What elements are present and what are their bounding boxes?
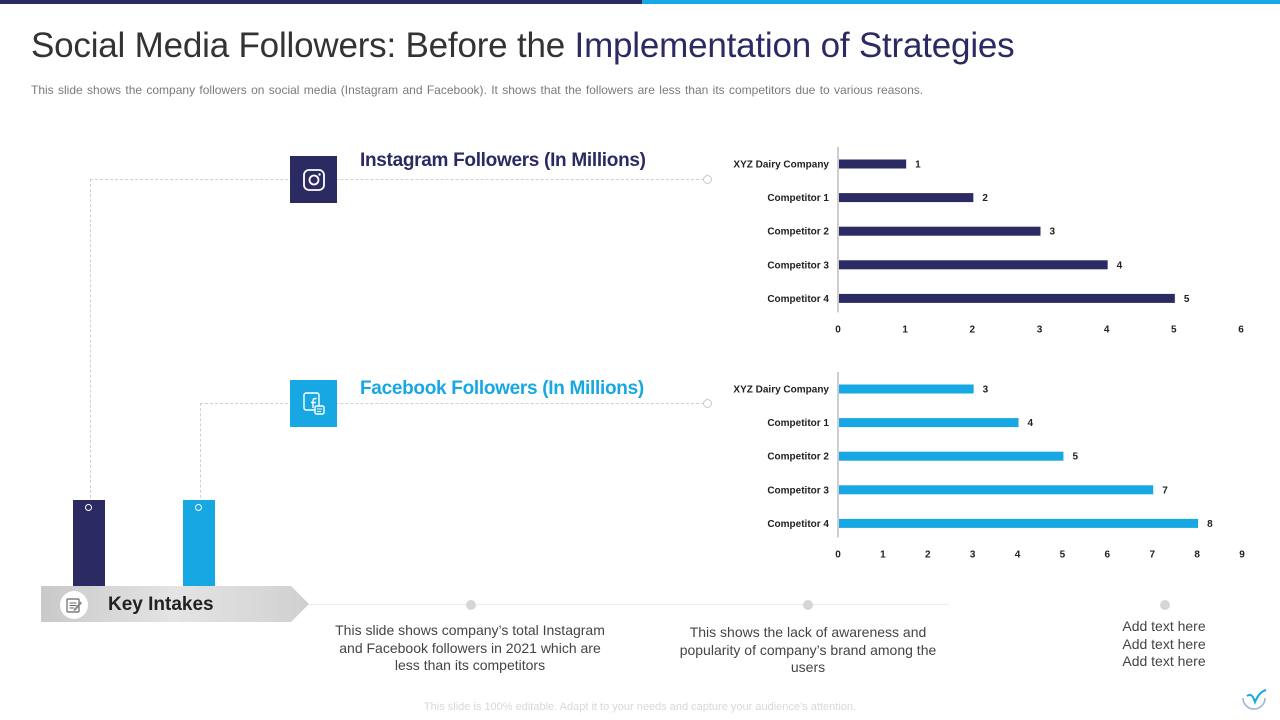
timeline-dot-3 (1160, 600, 1170, 610)
key-intakes-label: Key Intakes (108, 594, 214, 615)
category-label: Competitor 2 (767, 452, 829, 463)
brand-logo-icon (1242, 689, 1267, 710)
top-accent-bar-light (642, 0, 1280, 4)
tick-label: 6 (1238, 324, 1244, 335)
footer-note: This slide is 100% editable. Adapt it to… (423, 701, 857, 713)
facebook-icon (302, 391, 325, 415)
facebook-connector-end-dot (703, 399, 712, 408)
top-accent-bar-dark (0, 0, 642, 4)
instagram-icon (302, 168, 325, 191)
category-label: XYZ Dairy Company (733, 385, 829, 396)
data-label: 3 (1050, 227, 1056, 238)
bar (839, 293, 1175, 303)
category-label: XYZ Dairy Company (733, 160, 829, 171)
bar (839, 260, 1108, 270)
bar (839, 518, 1199, 528)
slide-subtitle: This slide shows the company followers o… (31, 83, 924, 97)
tick-label: 2 (925, 549, 931, 560)
bar (839, 226, 1041, 236)
category-label: Competitor 3 (767, 260, 829, 271)
tick-label: 7 (1149, 549, 1155, 560)
notepad-icon (66, 598, 82, 613)
tick-label: 5 (1171, 324, 1177, 335)
bar (839, 418, 1019, 428)
facebook-bar-chart: XYZ Dairy Company 3 Competitor 1 4 Competito… (733, 372, 1245, 560)
instagram-bar-chart: XYZ Dairy Company 1 Competitor 1 2 Competito… (733, 147, 1244, 335)
instagram-pillar (73, 500, 105, 586)
takeaway-text-3: Add text here Add text here Add text her… (1122, 618, 1206, 669)
slide-title: Social Media Followers: Before the Imple… (31, 26, 1015, 66)
bar (839, 485, 1154, 495)
tick-label: 3 (1037, 324, 1043, 335)
facebook-pillar (183, 500, 215, 586)
tick-label: 4 (1104, 324, 1110, 335)
facebook-connector-horizontal (200, 403, 704, 404)
instagram-connector-vertical (90, 179, 91, 503)
bar (839, 384, 974, 394)
bar (839, 193, 974, 203)
instagram-chart-title: Instagram Followers (In Millions) (360, 150, 646, 171)
instagram-icon-box (290, 156, 337, 203)
category-label: Competitor 2 (767, 227, 829, 238)
data-label: 5 (1072, 452, 1078, 463)
category-label: Competitor 1 (767, 193, 829, 204)
tick-label: 6 (1105, 549, 1111, 560)
facebook-pillar-dot (195, 504, 202, 511)
instagram-connector-end-dot (703, 175, 712, 184)
data-label: 4 (1117, 260, 1123, 271)
tick-label: 1 (880, 549, 886, 560)
bar (839, 159, 907, 169)
bar (839, 451, 1064, 461)
takeaway-text-2: This shows the lack of awareness and pop… (679, 624, 937, 675)
category-label: Competitor 4 (767, 294, 829, 305)
tick-label: 5 (1060, 549, 1066, 560)
timeline-dot-2 (803, 600, 813, 610)
tick-label: 9 (1239, 549, 1245, 560)
title-part-2: Implementation of Strategies (574, 26, 1015, 65)
facebook-icon-box (290, 380, 337, 427)
data-label: 1 (915, 160, 921, 171)
data-label: 7 (1162, 485, 1168, 496)
data-label: 4 (1028, 418, 1034, 429)
category-label: Competitor 4 (767, 519, 829, 530)
tick-label: 3 (970, 549, 976, 560)
tick-label: 2 (970, 324, 976, 335)
facebook-connector-vertical (200, 403, 201, 503)
data-label: 8 (1207, 519, 1213, 530)
category-label: Competitor 1 (767, 418, 829, 429)
facebook-chart-title: Facebook Followers (In Millions) (360, 378, 644, 399)
key-intakes-banner (41, 586, 309, 622)
title-part-1: Social Media Followers: Before the (31, 26, 575, 65)
tick-label: 4 (1015, 549, 1021, 560)
instagram-connector-horizontal (90, 179, 704, 180)
category-label: Competitor 3 (767, 485, 829, 496)
tick-label: 8 (1194, 549, 1200, 560)
key-intakes-icon-badge (60, 591, 88, 619)
tick-label: 0 (835, 324, 841, 335)
key-intakes-timeline (309, 604, 949, 605)
data-label: 3 (983, 385, 989, 396)
timeline-dot-1 (466, 600, 476, 610)
tick-label: 1 (902, 324, 908, 335)
tick-label: 0 (835, 549, 841, 560)
takeaway-text-1: This slide shows company’s total Instagr… (335, 622, 605, 673)
data-label: 2 (982, 193, 988, 204)
instagram-pillar-dot (85, 504, 92, 511)
data-label: 5 (1184, 294, 1190, 305)
